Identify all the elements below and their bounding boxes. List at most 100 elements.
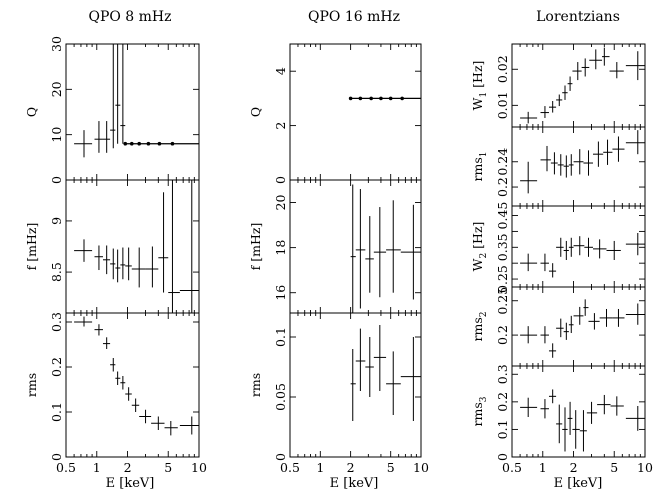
data-point [540,326,549,344]
data-marks [350,325,421,421]
panel-frame [511,126,646,207]
panel-frame [511,205,646,288]
data-point [550,152,558,175]
data-point [94,121,103,153]
panel-qpo8-Q: 0 10 20 30 Q [24,36,200,184]
data-point [373,325,387,391]
x-axis-label-qpo8: E [keV] [106,476,155,491]
data-point [625,303,645,325]
panel-lor-rms3: 0.5 1 2 5 10 0 0.1 0.2 0.3 rms3 [470,364,653,475]
data-marks [520,389,645,452]
panel-lor-W1: 0.01 0.02 W1 [Hz] [470,43,646,128]
data-point [606,240,621,260]
data-point [131,247,146,288]
x-tick-label: 0.5 [280,460,300,475]
y-axis-label: Q [24,107,39,117]
y-tick-label: 0.25 [495,287,510,315]
data-point [573,236,585,256]
panel-frame [65,43,200,181]
x-axis-label-lorentzians: E [keV] [554,476,603,491]
data-marks [520,233,645,278]
data-point [179,416,199,435]
y-tick-label: 0 [495,453,510,461]
data-point [563,322,569,340]
data-point [548,389,557,404]
data-point [120,247,126,280]
fixed-value-marker [146,141,151,146]
y-tick-label: 0.1 [273,327,288,347]
data-point [350,349,356,421]
data-point [573,149,584,175]
data-point [567,76,573,91]
data-point [520,111,538,124]
y-axis-label: f [mHz] [24,223,39,271]
data-point [548,101,557,113]
y-tick-label: 0.2 [49,357,64,377]
data-point [365,337,374,397]
y-tick-label: 0.1 [495,419,510,439]
y-axis-label: W1 [Hz] [470,61,489,111]
panel-frame [289,312,422,458]
data-point [572,62,582,81]
data-point [74,239,93,262]
panel-frame [511,43,646,128]
data-point [612,308,625,327]
y-tick-label: 20 [273,195,288,211]
data-point [115,371,121,385]
data-point [593,239,607,259]
data-point [94,324,103,336]
column-title-qpo8: QPO 8 mHz [88,9,171,25]
x-axis-label-qpo16: E [keV] [330,476,379,491]
data-point [74,130,93,158]
y-tick-label: 2 [273,122,288,130]
data-marks [74,44,199,158]
data-point [612,136,625,162]
y-tick-label: 0 [273,453,288,461]
data-point [373,207,387,298]
x-tick-label: 10 [191,460,207,475]
data-point [139,409,152,424]
x-tick-label: 5 [164,460,172,475]
fixed-value-marker [129,141,134,146]
y-tick-label: 9 [49,217,64,225]
x-tick-label: 2 [347,460,355,475]
data-marks [520,47,645,124]
data-point [355,189,366,309]
data-point [120,44,126,144]
column-title-lorentzians: Lorentzians [536,9,620,25]
y-tick-label: 0.35 [495,233,510,261]
data-point [589,49,603,70]
panel-lor-W2: 0.25 0.35 0.45 W2 [Hz] [470,202,646,293]
data-point [115,249,121,283]
panel-qpo8-rms: 0.5 1 2 5 10 0 0.1 0.2 0.3 rms [24,312,207,475]
panel-frame [289,179,422,314]
y-axis-label: rms [24,373,39,397]
data-point [115,44,121,144]
data-point [556,237,564,257]
data-point [110,248,116,280]
data-marks [74,180,199,313]
panel-lor-rms2: 0.2 0.25 rms2 [470,286,646,367]
data-point [102,121,111,153]
data-point [563,240,569,260]
data-point [562,85,568,100]
panel-qpo16-rms: 0.5 1 2 5 10 0 0.05 0.1 rms [248,312,429,475]
data-point [586,401,598,424]
x-tick-label: 10 [637,460,653,475]
y-tick-label: 18 [273,240,288,256]
data-point [110,358,116,372]
data-point [603,139,613,165]
panel-frame [511,365,646,458]
y-axis-label: rms2 [470,312,489,342]
fixed-value-marker [123,141,128,146]
data-point [540,145,551,172]
data-marks [520,299,645,358]
data-point [125,247,132,281]
data-point [355,328,366,391]
data-point [584,237,594,257]
y-tick-label: 4 [273,67,288,75]
data-point [540,253,549,272]
fixed-value-marker [388,96,393,101]
